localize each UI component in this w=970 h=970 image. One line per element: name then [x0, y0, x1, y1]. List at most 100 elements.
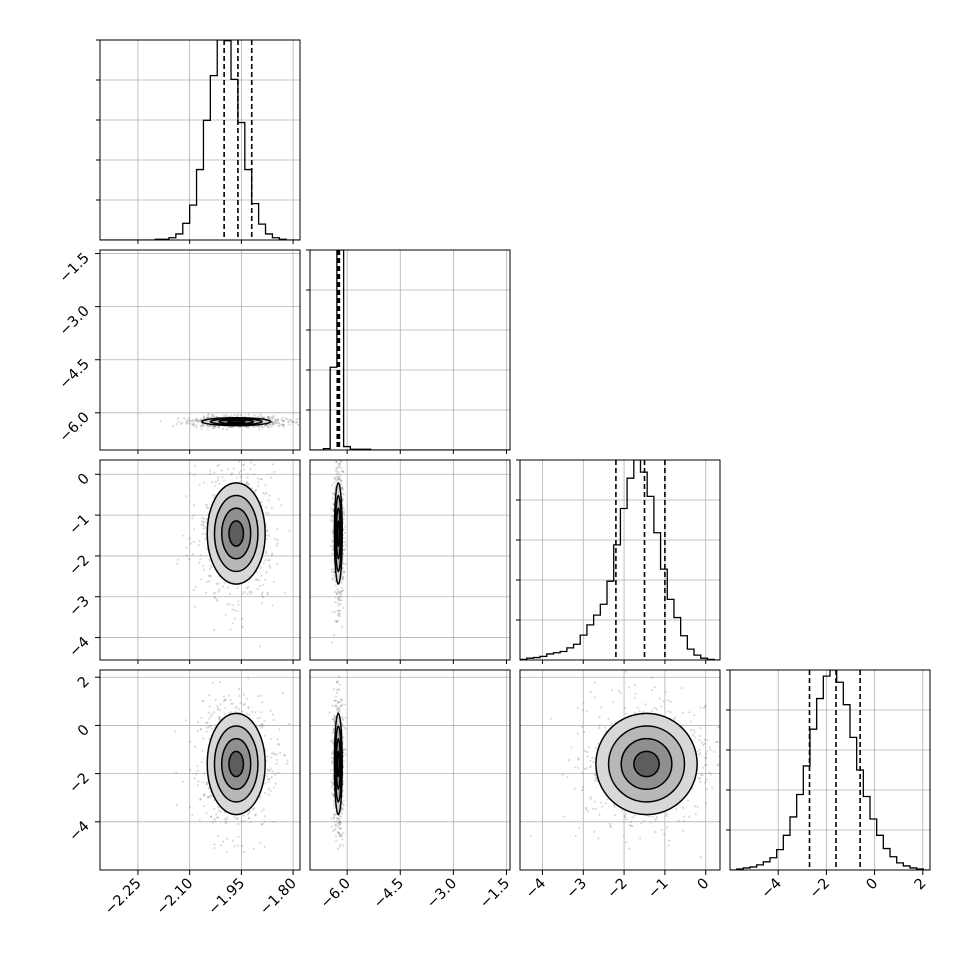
scatter-point	[331, 782, 334, 785]
scatter-point	[344, 562, 347, 565]
scatter-point	[331, 484, 334, 487]
scatter-point	[337, 604, 340, 607]
scatter-point	[675, 808, 678, 811]
scatter-point	[263, 719, 266, 722]
scatter-point	[334, 467, 338, 470]
contour-2	[209, 418, 263, 426]
scatter-point	[683, 815, 686, 818]
scatter-point	[263, 820, 266, 823]
scatter-point	[333, 494, 336, 497]
scatter-point	[285, 762, 288, 765]
scatter-point	[339, 479, 342, 482]
contour-0	[228, 750, 245, 778]
scatter-point	[337, 821, 340, 824]
scatter-point	[330, 568, 333, 571]
scatter-point	[232, 467, 235, 470]
scatter-point	[682, 829, 685, 832]
scatter-point	[192, 514, 195, 517]
scatter-point	[337, 596, 340, 600]
scatter-point	[217, 590, 220, 593]
scatter-point	[342, 736, 345, 739]
scatter-point	[334, 478, 337, 481]
scatter-point	[248, 590, 251, 593]
scatter-point	[333, 813, 336, 816]
scatter-point	[236, 844, 239, 847]
panel-frame-1-0	[99, 249, 301, 451]
scatter-point	[237, 822, 240, 826]
scatter-point	[337, 462, 340, 465]
scatter-point	[697, 753, 701, 756]
scatter-point	[216, 478, 220, 482]
scatter-point	[338, 598, 341, 601]
scatter-point	[708, 771, 711, 774]
scatter-point	[276, 419, 279, 422]
scatter-point	[273, 753, 276, 756]
scatter-point	[586, 710, 589, 713]
scatter-point	[242, 703, 245, 707]
scatter-point	[682, 819, 685, 823]
scatter-point	[209, 575, 212, 578]
scatter-point	[627, 686, 631, 689]
scatter-point	[194, 464, 197, 467]
scatter-point	[246, 712, 249, 716]
scatter-point	[333, 720, 336, 723]
joint-panel-3-1	[310, 670, 510, 870]
scatter-point	[332, 803, 335, 806]
scatter-point	[723, 676, 725, 678]
scatter-point	[275, 762, 278, 765]
scatter-point	[228, 592, 232, 596]
scatter-point	[230, 426, 233, 429]
scatter-point	[342, 493, 345, 496]
scatter-point	[185, 419, 189, 422]
scatter-point	[260, 694, 263, 697]
scatter-point	[624, 841, 628, 844]
scatter-point	[195, 772, 198, 775]
scatter-point	[338, 820, 341, 823]
scatter-point	[586, 755, 589, 758]
scatter-point	[702, 706, 706, 709]
scatter-point	[698, 748, 701, 751]
scatter-point	[639, 661, 641, 663]
scatter-point	[338, 463, 341, 466]
scatter-point	[288, 423, 291, 426]
scatter-point	[336, 602, 340, 605]
scatter-point	[568, 758, 571, 762]
scatter-point	[653, 686, 656, 689]
scatter-point	[216, 816, 219, 819]
scatter-point	[220, 469, 223, 472]
scatter-point	[339, 821, 342, 824]
scatter-point	[175, 803, 178, 806]
scatter-point	[335, 592, 338, 595]
scatter-point	[253, 472, 256, 476]
scatter-point	[177, 420, 180, 423]
scatter-point	[260, 723, 263, 726]
scatter-point	[236, 817, 239, 820]
scatter-point	[337, 456, 339, 458]
tick-label-x-1-3: −1.5	[477, 876, 513, 912]
scatter-point	[341, 717, 344, 720]
tick-label-y-2-1: −3	[66, 593, 92, 619]
scatter-point	[246, 476, 249, 479]
scatter-point	[224, 613, 227, 617]
scatter-point	[585, 767, 588, 770]
scatter-point	[593, 681, 597, 684]
scatter-point	[237, 707, 241, 710]
scatter-point	[269, 709, 272, 713]
scatter-point	[210, 794, 214, 798]
scatter-point	[340, 838, 344, 841]
scatter-point	[589, 759, 592, 762]
tick-label-y-3-3: 2	[75, 674, 93, 692]
tick-label-x-3-3: 2	[912, 876, 930, 894]
scatter-point	[275, 544, 278, 547]
scatter-point	[276, 771, 280, 774]
scatter-point	[336, 619, 339, 623]
scatter-point	[699, 856, 702, 859]
scatter-point	[589, 690, 592, 694]
density-level-3	[228, 520, 244, 547]
scatter-point	[276, 562, 279, 566]
contour-2	[213, 725, 259, 803]
scatter-point	[218, 482, 221, 486]
scatter-point	[275, 753, 278, 756]
scatter-point	[341, 578, 344, 582]
scatter-point	[629, 820, 633, 824]
